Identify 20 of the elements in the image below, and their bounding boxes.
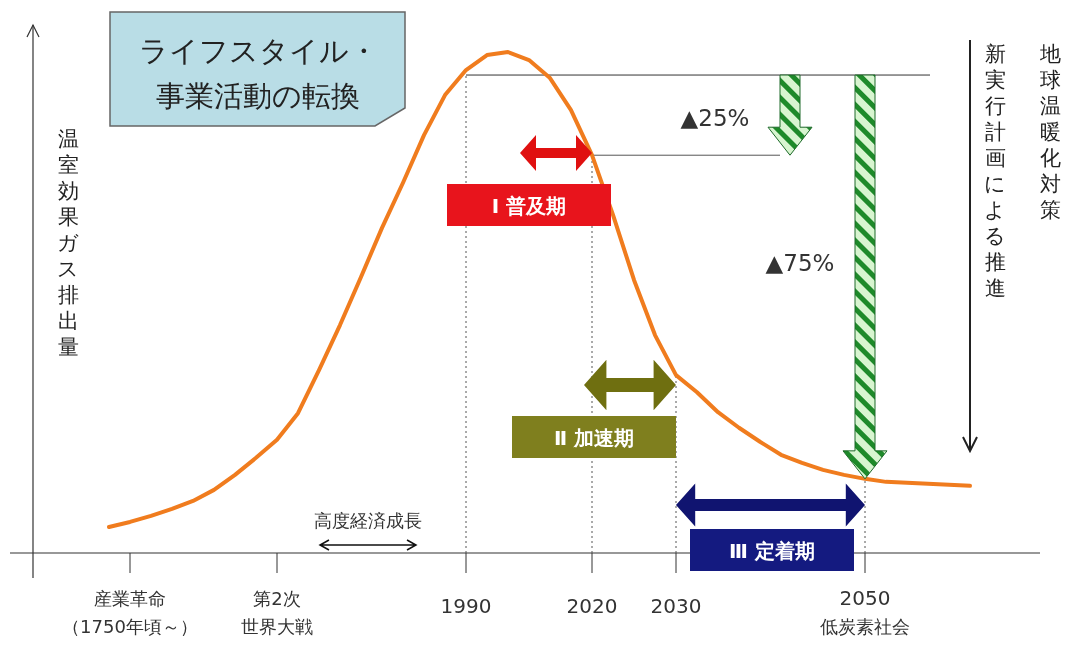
x-tick-label: 2020	[566, 594, 618, 618]
annotation: ライフスタイル・	[138, 34, 378, 68]
annotation: ▲25%	[680, 105, 750, 131]
text: 新実行計画による推進	[984, 42, 1006, 300]
text: 世界大戦	[241, 616, 313, 637]
annotation: 高度経済成長	[314, 510, 422, 531]
annotation: Ⅰ 普及期	[491, 194, 567, 218]
x-tick-label: 第2次	[253, 588, 301, 609]
x-tick-label: 1990	[440, 594, 492, 618]
text: （1750年頃～）	[62, 616, 198, 637]
annotation: Ⅱ 加速期	[553, 426, 635, 450]
annotation: ▲75%	[765, 250, 835, 276]
x-tick-label: 2030	[650, 594, 702, 618]
x-tick-label: 産業革命	[94, 588, 166, 609]
annotation: Ⅲ 定着期	[729, 539, 815, 563]
text: 地球温暖化対策	[1038, 42, 1061, 222]
text: 温室効果ガス排出量	[57, 127, 79, 359]
text: 低炭素社会	[820, 616, 910, 637]
annotation: 事業活動の転換	[156, 79, 360, 113]
x-tick-label: 2050	[839, 586, 891, 610]
